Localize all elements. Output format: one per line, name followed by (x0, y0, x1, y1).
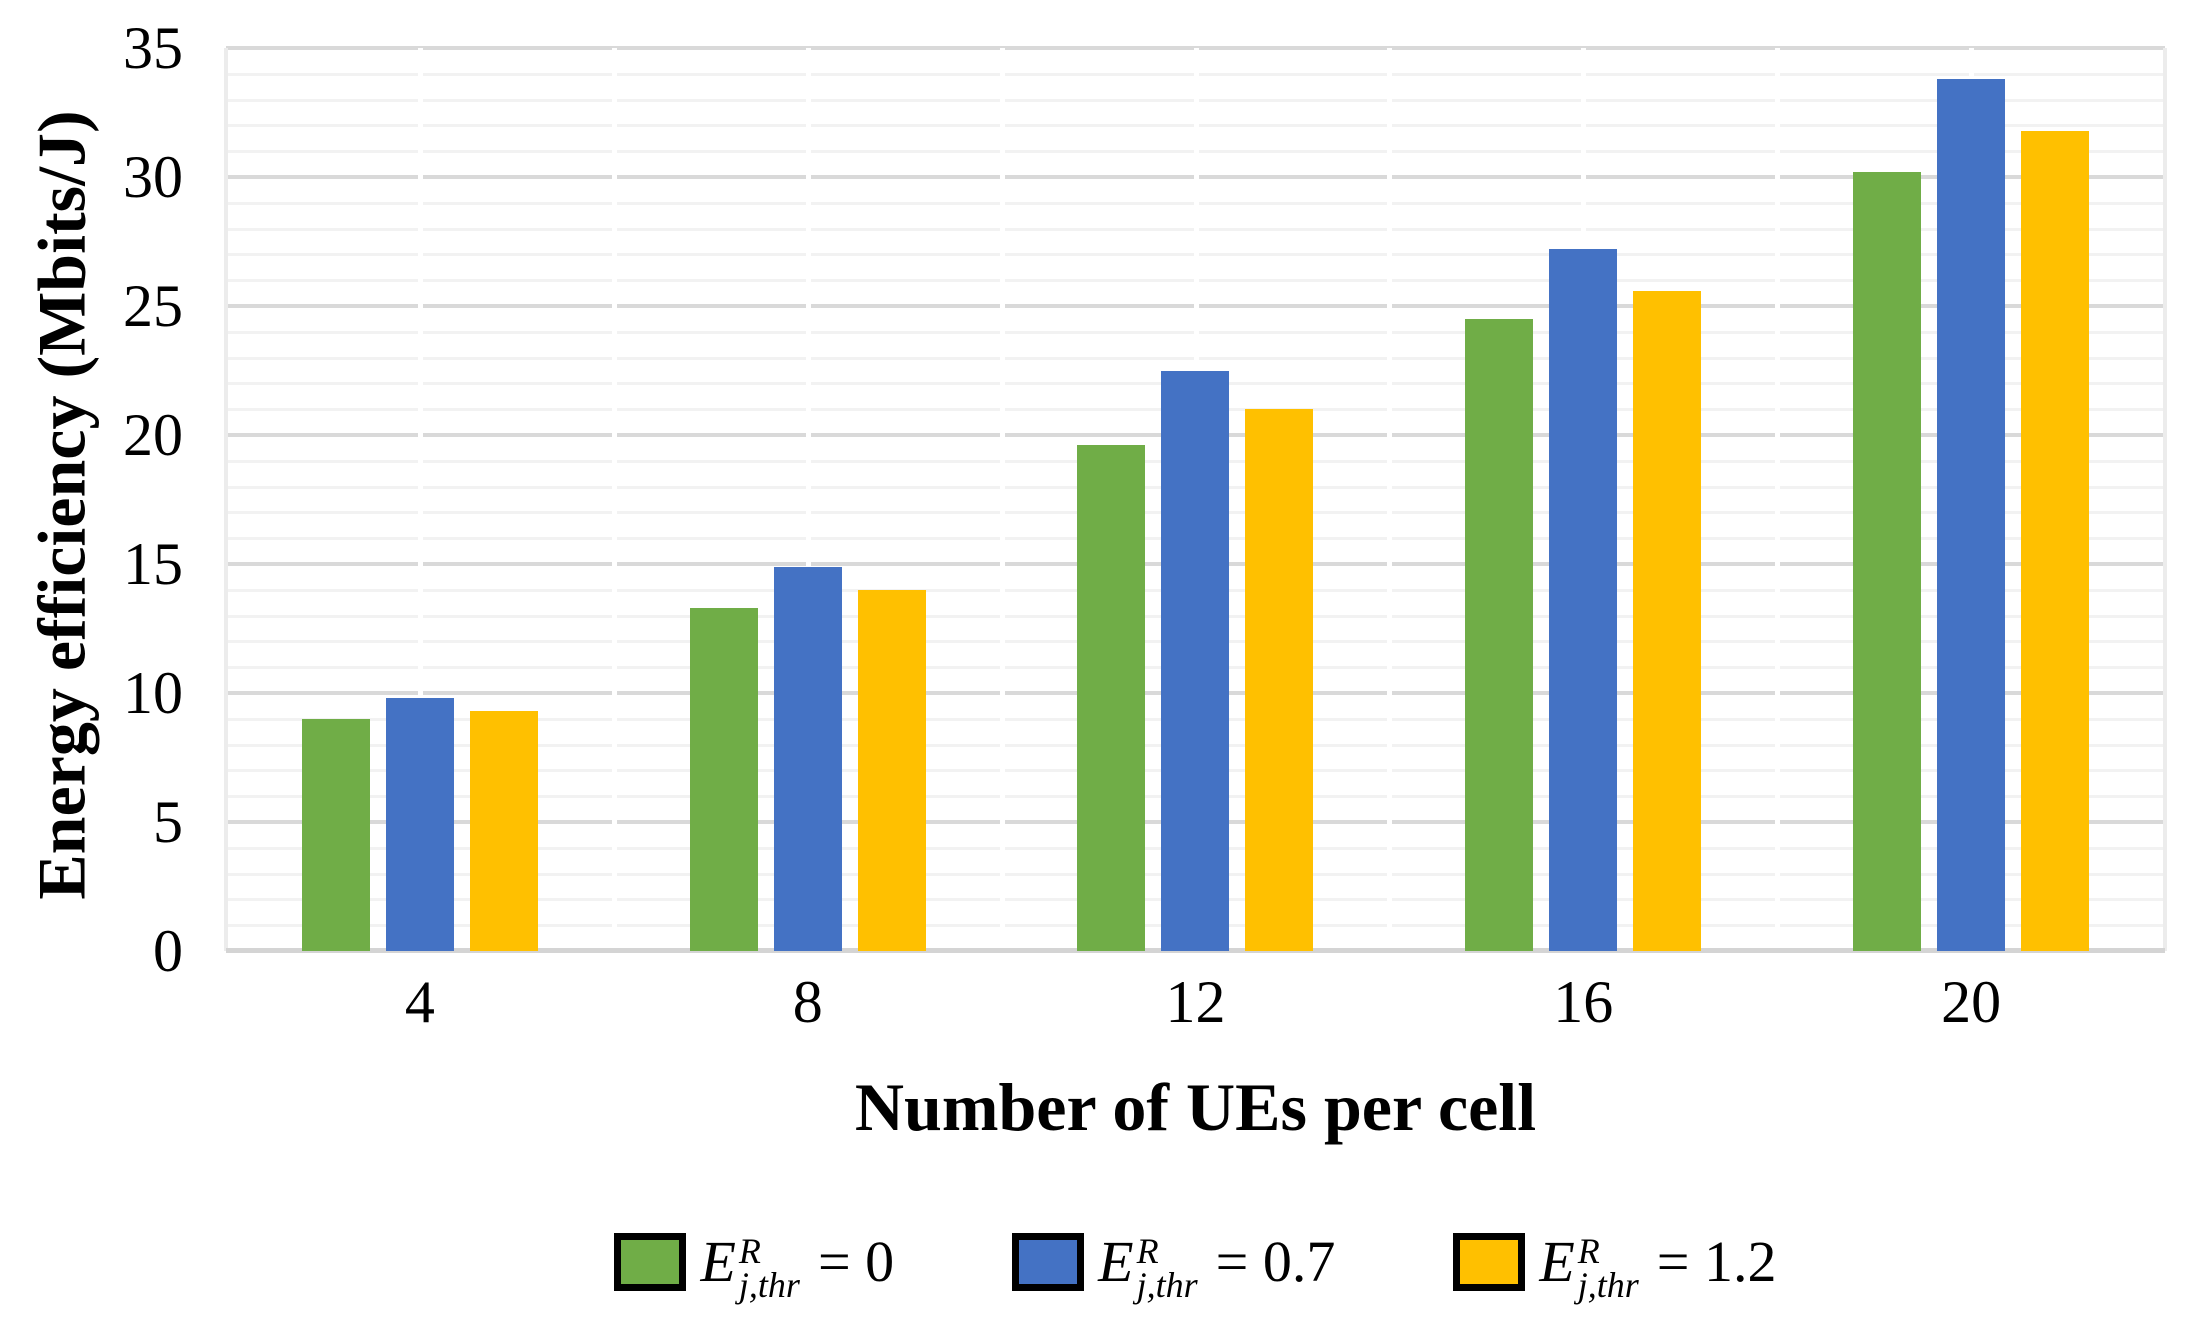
bar-group-8 (614, 48, 1002, 951)
y-tick-label-20: 20 (123, 402, 183, 468)
x-tick-label-8: 8 (792, 969, 823, 1035)
x-axis-tick-labels: 4 8 12 16 20 (226, 972, 2165, 1042)
y-tick-label-15: 15 (123, 531, 183, 597)
gridline-vertical (805, 48, 811, 951)
bar-series-0.7-cat-12 (1161, 370, 1230, 951)
bar-series-0.7-cat-16 (1549, 249, 1618, 951)
bar-series-0-cat-20 (1853, 171, 1922, 951)
legend-value: = 0 (817, 1229, 895, 1294)
legend-value: = 0.7 (1215, 1229, 1336, 1294)
bar-series-0-cat-4 (301, 718, 370, 951)
legend-superscript: R (1577, 1230, 1600, 1271)
y-tick-label-5: 5 (153, 789, 183, 855)
legend-value: = 1.2 (1656, 1229, 1777, 1294)
bar-series-1.2-cat-12 (1245, 409, 1314, 951)
y-tick-label-25: 25 (123, 273, 183, 339)
legend-subscript: j,thr (738, 1265, 800, 1305)
x-tick-label-4: 4 (404, 969, 435, 1035)
bar-series-1.2-cat-4 (469, 711, 538, 951)
bar-series-0-cat-12 (1077, 445, 1146, 951)
plot-edge-line (224, 48, 228, 951)
x-axis-title: Number of UEs per cell (854, 1069, 1537, 1145)
y-tick-label-30: 30 (123, 144, 183, 210)
legend-subscript: j,thr (1577, 1265, 1639, 1305)
legend-swatch (614, 1233, 687, 1291)
gridline-vertical (611, 48, 617, 951)
bar-group-4 (226, 48, 614, 951)
bar-series-0-cat-8 (689, 607, 758, 951)
gridline-vertical (1387, 48, 1393, 951)
bar-series-0-cat-16 (1465, 318, 1534, 951)
y-tick-label-10: 10 (123, 660, 183, 726)
legend-swatch (1453, 1233, 1526, 1291)
bar-series-1.2-cat-20 (2021, 130, 2090, 951)
legend-superscript: R (738, 1230, 761, 1271)
x-tick-label-16: 16 (1553, 969, 1614, 1035)
bar-group-12 (1002, 48, 1390, 951)
legend-swatch (1012, 1233, 1085, 1291)
bar-series-0.7-cat-20 (1937, 78, 2006, 951)
bar-series-0.7-cat-4 (385, 698, 454, 951)
plot-area (224, 46, 2167, 953)
legend-superscript: R (1136, 1230, 1159, 1271)
bar-series-0.7-cat-8 (773, 566, 842, 951)
bar-series-1.2-cat-16 (1633, 290, 1702, 951)
bar-group-16 (1389, 48, 1777, 951)
y-tick-label-35: 35 (123, 15, 183, 81)
x-tick-label-12: 12 (1165, 969, 1226, 1035)
y-tick-label-0: 0 (153, 918, 183, 984)
gridline-vertical (999, 48, 1005, 951)
y-axis-tick-labels: 0 5 10 15 20 25 30 35 (0, 18, 205, 981)
bar-group-20 (1777, 48, 2165, 951)
gridline-vertical (417, 48, 423, 951)
legend-subscript: j,thr (1136, 1265, 1198, 1305)
x-tick-label-20: 20 (1941, 969, 2002, 1035)
plot-edge-line (2163, 48, 2167, 951)
gridline-vertical (1775, 48, 1781, 951)
bar-series-1.2-cat-8 (857, 589, 926, 951)
